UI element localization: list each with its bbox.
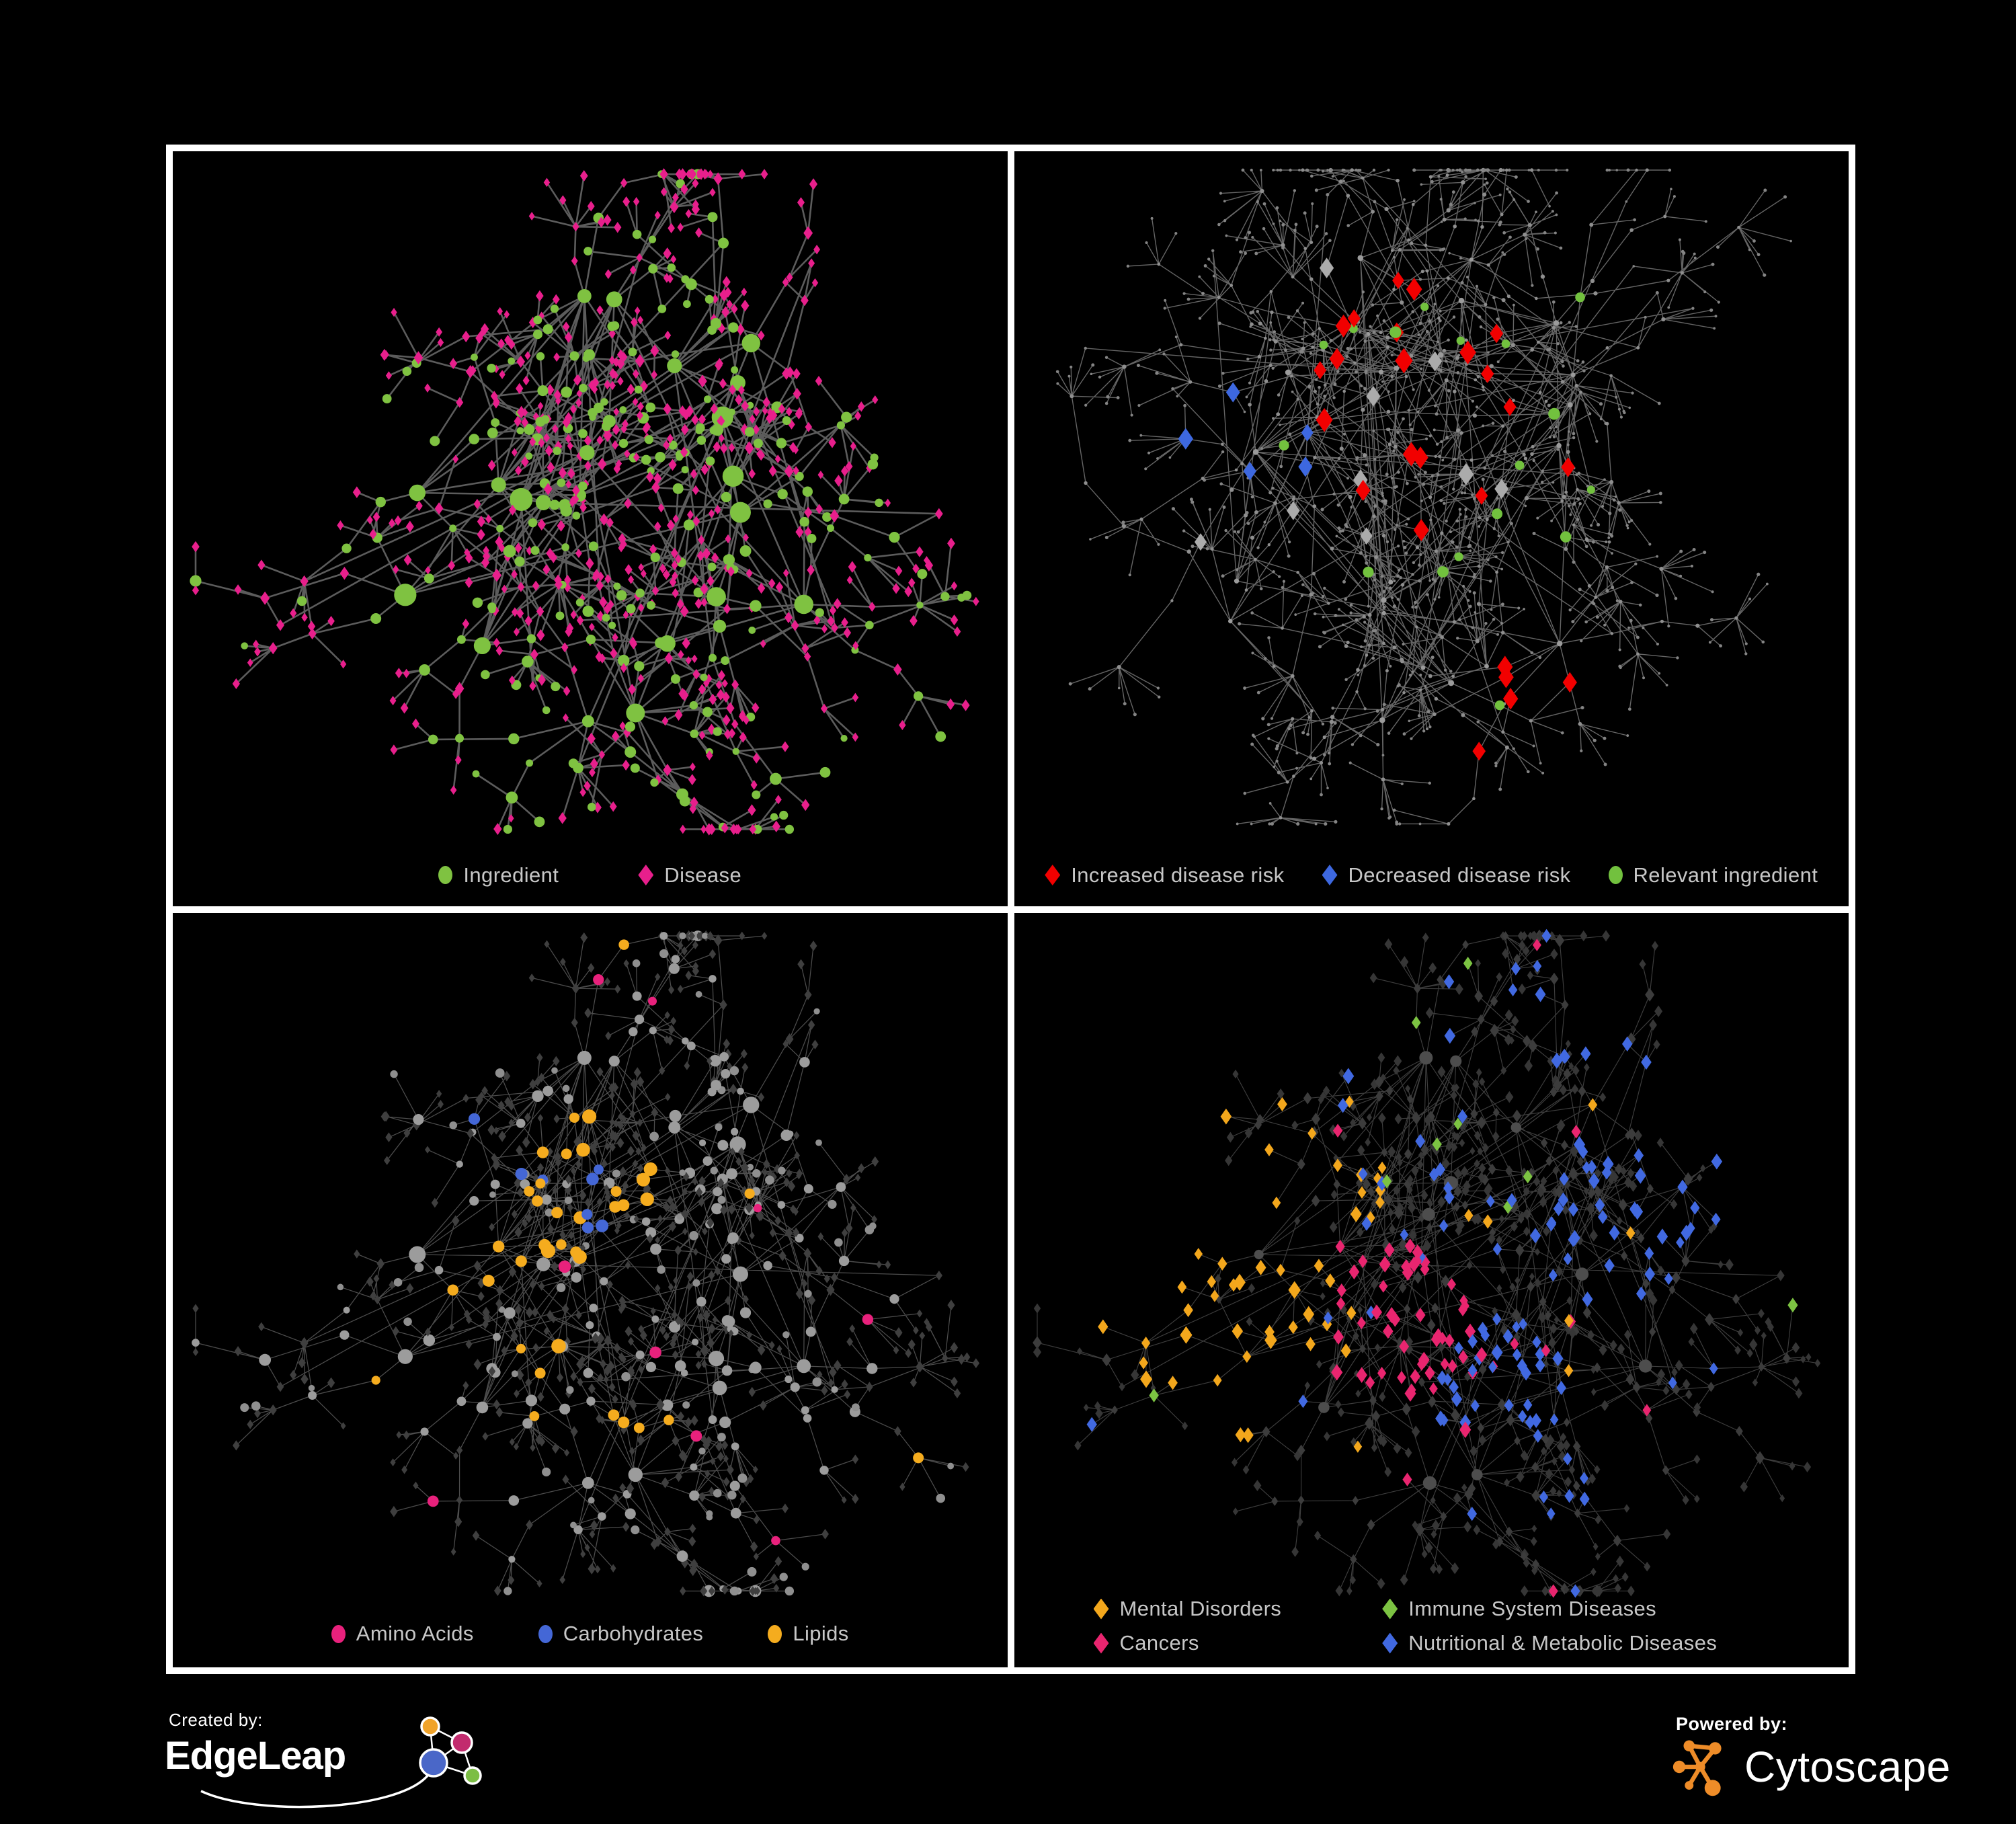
edgeleap-network-logo-icon [200,1716,482,1809]
legend-item: Cancers [1093,1631,1282,1655]
legend-item: Lipids [768,1622,848,1646]
legend-label: Relevant ingredient [1633,863,1818,887]
legend-item: Disease [638,863,741,887]
panels-grid: Ingredient Disease Increased disease risk… [166,145,1855,1674]
cytoscape-credit: Powered by: Cytoscape [1672,1714,1994,1815]
cytoscape-logo-nodes [1672,1740,1722,1796]
edgeleap-green-node [463,1766,482,1785]
edgeleap-blue-node [419,1748,448,1778]
legend-diamond-marker [1093,1598,1109,1620]
panel-ingredient-disease: Ingredient Disease [173,151,1008,906]
edgeleap-wordmark: EdgeLeap [165,1734,346,1778]
legend-diamond-marker [638,865,654,885]
legend-diamond-marker [1382,1598,1398,1620]
legend-diamond-marker [1382,1632,1398,1654]
network-graph-ingredient-disease [190,168,979,836]
legend-label: Carbohydrates [563,1622,704,1645]
legend-circle-marker [331,1624,346,1643]
legend-disease-risk: Increased disease risk Decreased disease … [1014,863,1849,887]
legend-item: Carbohydrates [538,1622,704,1646]
legend-item: Relevant ingredient [1608,863,1818,887]
legend-disease-categories: Mental Disorders Immune System Diseases Ca… [1014,1597,1849,1655]
legend-item: Immune System Diseases [1382,1597,1717,1621]
legend-label: Disease [664,863,742,887]
legend-item: Ingredient [438,863,559,887]
legend-label: Decreased disease risk [1348,863,1571,887]
cytoscape-brand-row: Cytoscape [1672,1736,1994,1798]
legend-label: Lipids [793,1622,849,1645]
legend-ingredient-disease: Ingredient Disease [173,863,1008,887]
legend-circle-marker [1608,866,1623,884]
legend-diamond-marker [1093,1632,1109,1654]
panel-disease-categories: Mental Disorders Immune System Diseases Ca… [1014,912,1849,1667]
legend-label: Ingredient [463,863,559,887]
legend-label: Amino Acids [356,1622,474,1645]
created-by-label: Created by: [169,1710,263,1730]
legend-item: Amino Acids [331,1622,474,1646]
legend-nutrient-classes: Amino Acids Carbohydrates Lipids [173,1622,1008,1646]
legend-label: Mental Disorders [1119,1597,1282,1620]
powered-by-label: Powered by: [1676,1714,1788,1734]
edgeleap-credit: Created by: EdgeLeap [165,1710,581,1824]
legend-circle-marker [438,866,453,884]
legend-label: Increased disease risk [1071,863,1285,887]
edgeleap-swoosh [200,1774,430,1809]
cytoscape-wordmark: Cytoscape [1744,1743,1951,1791]
cytoscape-logo-icon [1672,1740,1722,1796]
network-graph-disease-risk [1055,167,1792,826]
legend-diamond-marker [1322,865,1338,885]
legend-item: Mental Disorders [1093,1597,1282,1621]
legend-item: Increased disease risk [1045,863,1284,887]
panel-disease-risk: Increased disease risk Decreased disease … [1014,151,1849,906]
network-graph-nutrient-classes [192,930,980,1597]
legend-circle-marker [768,1624,782,1643]
legend-label: Immune System Diseases [1408,1597,1657,1620]
legend-item: Decreased disease risk [1322,863,1571,887]
network-graph-disease-categories [1032,928,1820,1598]
legend-diamond-marker [1045,865,1061,885]
legend-label: Nutritional & Metabolic Diseases [1408,1631,1718,1655]
legend-label: Cancers [1119,1631,1199,1655]
panel-nutrient-classes: Amino Acids Carbohydrates Lipids [173,912,1008,1667]
edgeleap-magenta-node [450,1731,473,1754]
edgeleap-brand-row: EdgeLeap [165,1716,581,1809]
legend-circle-marker [538,1624,553,1643]
edgeleap-orange-node [420,1716,440,1737]
legend-item: Nutritional & Metabolic Diseases [1382,1631,1717,1655]
